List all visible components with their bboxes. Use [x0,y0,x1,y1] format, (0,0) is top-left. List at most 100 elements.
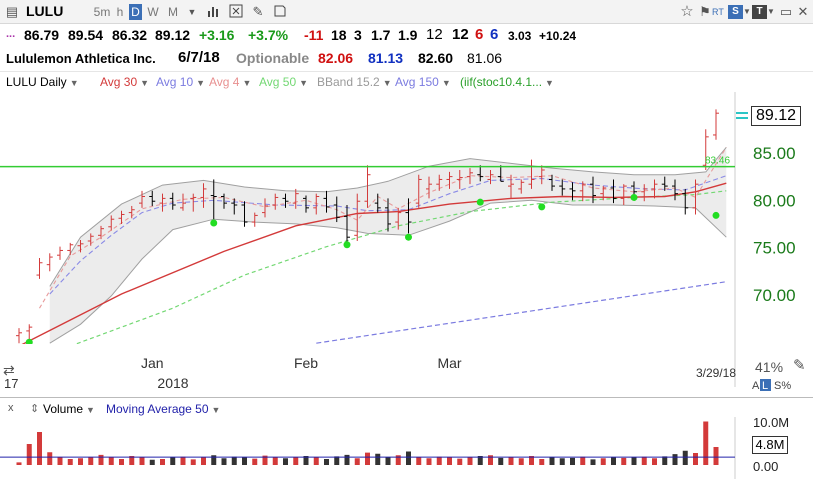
signal-dot [476,198,484,206]
info-value-4: 81.06 [467,50,503,66]
legend-avg30[interactable]: Avg 30 ▼ [100,75,150,89]
ohlc-bar [118,210,125,224]
quote-stat-2: 18 [331,27,347,43]
quote-menu-dots[interactable]: ... [6,28,16,40]
volume-bar [88,457,94,465]
volume-bar [652,458,657,465]
legend-bband[interactable]: BBand 15.2 ▼ [317,75,392,89]
ohlc-bar [323,190,330,213]
volume-bar [447,457,452,465]
legend-avg150[interactable]: Avg 150 ▼ [395,75,451,89]
ohlc-bar [354,193,361,241]
ohlc-bar [159,193,166,212]
refresh-icon[interactable]: ⇄ [3,362,15,378]
volume-bar [703,421,709,465]
realtime-label[interactable]: RT [712,7,724,17]
menu-icon[interactable]: ▤ [5,4,19,19]
legend-avg50[interactable]: Avg 50 ▼ [259,75,309,89]
ohlc-bar [702,129,709,170]
volume-bar [621,457,627,465]
quote-low: 86.32 [112,27,148,43]
toolbar: ▤ LULU 5m h D W M ▼ ✎ ☆ ⚑ RT S ▼ T ▼ ▭ ✕ [0,0,813,24]
info-value-2: 81.13 [368,50,404,66]
volume-bar [324,459,329,465]
volume-move-icon[interactable]: ⇕ [30,403,40,415]
draw-pencil-icon[interactable]: ✎ [252,4,264,19]
timeframe-hourly[interactable]: h [116,5,124,19]
optionable-label: Optionable [236,50,310,66]
volume-bar [611,457,616,465]
ohlc-bar [559,179,566,196]
volume-bar [129,456,135,465]
s-badge[interactable]: S [728,5,743,19]
info-value-1: 82.06 [318,50,354,66]
legend-stoch-formula[interactable]: (iif(stoc10.4.1... ▼ [460,75,554,89]
s-dropdown-icon[interactable]: ▼ [743,7,751,16]
price-marker-bottom [736,117,748,119]
volume-bar [467,457,473,465]
star-icon[interactable]: ☆ [680,3,694,20]
indicator-legend: LULU Daily ▼ Avg 30 ▼ Avg 10 ▼ Avg 4 ▼ Avg 5… [0,71,813,91]
ohlc-bar [579,181,586,202]
volume-bar [231,456,237,465]
legend-avg10[interactable]: Avg 10 ▼ [156,75,206,89]
bar-chart-icon[interactable] [206,4,222,20]
ohlc-bar [364,165,371,208]
volume-bar [293,457,299,465]
ohlc-bar [446,171,453,189]
ohlc-bar [374,193,381,213]
timeframe-dropdown-icon[interactable]: ▼ [187,7,197,17]
quote-stat-3: 3 [354,27,362,43]
timeframe-daily[interactable]: D [129,4,142,20]
symbol-label[interactable]: LULU [26,3,64,19]
flag-icon[interactable]: ⚑ [699,4,711,19]
price-marker-top [736,112,748,114]
quote-stat-7: 12 [452,26,469,43]
bollinger-upper-line [49,146,727,287]
timeframe-monthly[interactable]: M [168,5,178,19]
volume-bar [416,457,422,465]
legend-avg4[interactable]: Avg 4 ▼ [209,75,252,89]
close-icon[interactable]: ✕ [797,4,809,19]
quote-stat-11: +10.24 [539,29,577,43]
volume-bar [375,453,381,465]
volume-close-icon[interactable]: x [8,402,14,414]
volume-bar [190,459,196,465]
ohlc-bar [251,212,258,227]
ohlc-bar [549,174,555,191]
notes-icon[interactable] [272,4,288,20]
edit-icon[interactable]: ✎ [793,357,806,374]
ohlc-bar [436,174,443,191]
timeframe-5m[interactable]: 5m [93,5,111,19]
volume-ma-label[interactable]: Moving Average 50 ▼ [106,402,221,416]
quote-stat-5: 1.9 [398,27,418,43]
ohlc-bar [241,201,248,227]
chart-settings-icon[interactable] [228,4,244,20]
timeframe-weekly[interactable]: W [147,5,159,19]
ohlc-bar [426,176,432,199]
t-badge[interactable]: T [752,5,767,19]
t-dropdown-icon[interactable]: ▼ [767,7,775,16]
volume-title[interactable]: Volume ▼ [43,402,95,416]
volume-bar [518,458,524,465]
quote-stat-6: 12 [426,26,443,43]
volume-bar [180,456,186,465]
volume-bar [78,458,83,465]
price-chart[interactable]: 85.00 80.00 75.00 70.00 Jan Feb Mar 2018 17 3/29/… [0,92,813,479]
ohlc-bar [569,182,576,201]
ohlc-bar [508,174,514,199]
volume-tick-0: 0.00 [753,459,778,474]
quote-stat-1: -11 [304,27,324,43]
quote-stat-9: 6 [490,26,499,43]
volume-bar [313,457,319,465]
volume-bar [283,458,288,465]
green-line-label: 83.46 [705,156,730,167]
ohlc-bar [713,109,719,140]
signal-dot [210,219,218,227]
volume-bar [672,454,678,465]
ohlc-bar [36,258,43,279]
legend-lulu-daily[interactable]: LULU Daily ▼ [6,75,79,89]
minimize-icon[interactable]: ▭ [779,4,793,19]
volume-last-box: 4.8M [752,436,788,454]
volume-bar [590,459,596,465]
